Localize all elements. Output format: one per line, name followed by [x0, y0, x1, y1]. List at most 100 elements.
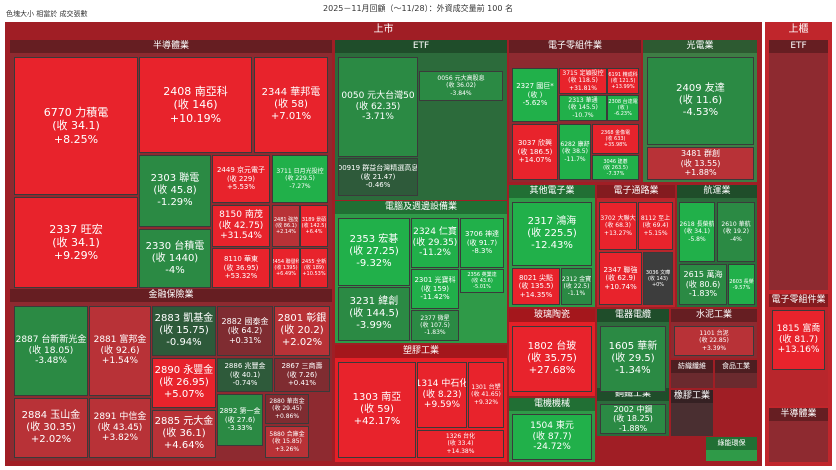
stock-cell[interactable]: 1326 台化 (收 33.4) +14.38% [417, 430, 504, 458]
stock-cell[interactable]: 2481 強茂 (收 86.1) +2.14% [272, 205, 300, 247]
stock-name-label: 3036 文曄 [645, 269, 671, 276]
stock-name-label: 1314 中石化 [417, 378, 467, 389]
stock-cell[interactable]: 2890 永豐金 (收 26.95) +5.07% [152, 358, 216, 408]
stock-cell[interactable]: 3046 建碁 (收 263.5) -7.37% [592, 155, 639, 180]
stock-cell[interactable]: 2347 聯強 (收 62.9) +10.74% [599, 252, 642, 305]
stock-change-label: +53.32% [224, 272, 258, 281]
stock-cell[interactable]: 00919 群益台灣精選高息 (收 21.47) -0.46% [338, 158, 418, 196]
stock-cell[interactable]: 2303 聯電 (收 45.8) -1.29% [139, 155, 211, 227]
stock-cell[interactable]: 2327 國巨* (收 ) -5.62% [512, 68, 558, 122]
stock-cell[interactable]: 2892 第一金 (收 27.6) -3.33% [217, 394, 263, 446]
stock-cell[interactable]: 6282 康舒 (收 38.5) -11.7% [559, 124, 591, 180]
stock-name-label: 2881 富邦金 [93, 334, 147, 345]
stock-cell[interactable]: 2882 國泰金 (收 64.2) +0.31% [217, 306, 273, 356]
stock-cell[interactable]: 1303 南亞 (收 59) +42.17% [338, 362, 416, 458]
stock-close-label: (收 ) [527, 90, 543, 99]
stock-cell[interactable]: 8112 至上 (收 69.4) +5.15% [638, 202, 673, 250]
stock-cell[interactable]: 2610 華航 (收 19.2) -4% [717, 202, 755, 262]
sector-box[interactable]: 橡膠工業 [671, 390, 713, 436]
stock-name-label: 2337 旺宏 [49, 222, 103, 236]
stock-cell[interactable]: 1504 東元 (收 87.7) -24.72% [512, 414, 592, 460]
sector-box[interactable]: 半導體業 [769, 408, 828, 462]
stock-cell[interactable]: 2356 英業達 (收 43.6) -5.01% [460, 269, 504, 293]
stock-cell[interactable]: 2885 元大金 (收 36.1) +4.64% [152, 410, 216, 458]
stock-cell[interactable]: 2887 台新新光金 (收 18.05) -3.48% [14, 306, 88, 396]
stock-cell[interactable]: 2408 南亞科 (收 146) +10.19% [139, 57, 252, 153]
stock-cell[interactable]: 2353 宏碁 (收 27.25) -9.32% [338, 218, 410, 286]
stock-name-label: 2377 微星 [420, 314, 450, 322]
stock-cell[interactable]: 2618 長榮航 (收 34.1) -5.8% [679, 202, 715, 262]
stock-cell[interactable]: 2344 華邦電 (收 58) +7.01% [254, 57, 328, 153]
stock-close-label: (收 15.75) [159, 325, 209, 336]
stock-cell[interactable]: 1815 富喬 (收 81.7) +13.16% [772, 310, 825, 370]
stock-cell[interactable]: 2313 華通 (收 145.5) -10.7% [559, 95, 607, 121]
stock-cell[interactable]: 2308 台達電 (收 ) -6.23% [607, 95, 639, 121]
stock-cell[interactable]: 2886 兆豐金 (收 40.1) -0.74% [217, 358, 273, 392]
stock-cell[interactable]: 3702 大聯大 (收 68.3) +13.27% [599, 202, 637, 250]
stock-cell[interactable]: 2615 萬海 (收 80.6) -1.83% [679, 264, 727, 305]
stock-cell[interactable]: 2002 中鋼 (收 18.25) -1.88% [600, 404, 666, 434]
stock-cell[interactable]: 2880 華南金 (收 29.45) +0.86% [265, 394, 309, 424]
stock-cell[interactable]: 1605 華新 (收 29.5) -1.34% [600, 326, 666, 392]
stock-cell[interactable]: 8110 華東 (收 36.95) +53.32% [212, 248, 270, 288]
stock-close-label: (收 29.45) [272, 405, 302, 413]
stock-cell[interactable]: 3231 緯創 (收 144.5) -3.99% [338, 287, 410, 341]
stock-cell[interactable]: 2317 鴻海 (收 225.5) -12.43% [512, 202, 592, 266]
stock-cell[interactable]: 1301 台塑 (收 41.65) +9.32% [468, 362, 504, 428]
sector-box[interactable]: 食品工業 [715, 360, 757, 388]
stock-cell[interactable]: 3706 神達 (收 91.7) -8.3% [460, 218, 504, 268]
stock-cell[interactable]: 3711 日月光投控 (收 229.5) -7.27% [272, 155, 328, 203]
stock-close-label: (收 27.25) [349, 246, 399, 257]
stock-change-label: -8.3% [471, 247, 493, 256]
stock-cell[interactable]: 3481 群創 (收 13.55) +1.88% [647, 147, 754, 180]
stock-cell[interactable]: 2603 長榮 -9.57% [728, 264, 755, 305]
stock-cell[interactable]: 1802 台玻 (收 35.75) +27.68% [512, 326, 592, 392]
stock-cell[interactable]: 2884 玉山金 (收 30.35) +2.02% [14, 398, 88, 458]
stock-name-label: 3706 神達 [464, 230, 500, 239]
stock-cell[interactable]: 2455 全新 (收 189) +10.53% [300, 248, 328, 288]
stock-cell[interactable]: 2449 京元電子 (收 229) +5.53% [212, 155, 270, 203]
stock-name-label: 3715 定穎投控 [562, 70, 604, 78]
stock-cell[interactable]: 2377 微星 (收 107.5) -1.83% [411, 310, 459, 341]
stock-cell[interactable]: 0056 元大高股息 (收 36.02) -3.84% [419, 71, 503, 101]
sector-label: 電腦及週邊設備業 [335, 201, 507, 214]
stock-cell[interactable]: 6770 力積電 (收 34.1) +8.25% [14, 57, 138, 195]
stock-cell[interactable]: 2891 中信金 (收 43.45) +3.82% [89, 398, 151, 458]
stock-cell[interactable]: 2312 金寶 (收 22.5) -1.1% [561, 268, 592, 305]
sector-box[interactable]: ETF [769, 40, 828, 290]
stock-name-label: 3481 群創 [681, 149, 720, 159]
stock-cell[interactable]: 0050 元大台灣50 (收 62.35) -3.71% [338, 57, 418, 157]
sector-box[interactable]: 綠能環保 [706, 437, 757, 461]
stock-name-label: 2368 金像電 [600, 130, 631, 136]
stock-cell[interactable]: 2337 旺宏 (收 34.1) +9.29% [14, 197, 138, 288]
stock-name-label: 2449 京元電子 [216, 166, 266, 175]
stock-change-label: +9.29% [53, 249, 99, 263]
stock-cell[interactable]: 6191 精成科 (收 121.5) +13.99% [607, 68, 639, 94]
stock-cell[interactable]: 2301 光寶科 (收 159) -11.42% [411, 269, 459, 309]
stock-cell[interactable]: 2867 三商壽 (收 7.26) +0.41% [274, 358, 330, 392]
stock-cell[interactable]: 8021 尖點 (收 135.5) +14.35% [512, 268, 560, 305]
stock-cell[interactable]: 8150 南茂 (收 42.75) +31.54% [212, 205, 270, 247]
stock-change-label: -7.37% [606, 170, 625, 177]
stock-cell[interactable]: 1314 中石化 (收 8.23) +9.59% [417, 362, 467, 428]
stock-cell[interactable]: 5880 合庫金 (收 15.85) +3.26% [265, 426, 309, 458]
sector-label: 半導體業 [769, 408, 828, 421]
stock-cell[interactable]: 2368 金像電 (收 633) +35.98% [592, 124, 639, 154]
stock-close-label: (收 43.45) [97, 422, 143, 433]
sector-box[interactable]: 紡織纖維 [671, 360, 713, 388]
stock-cell[interactable]: 2801 彰銀 (收 20.2) +2.02% [274, 306, 330, 356]
stock-close-label: (收 40.1) [229, 370, 261, 379]
stock-cell[interactable]: 2409 友達 (收 11.6) -4.53% [647, 57, 754, 145]
stock-cell[interactable]: 2324 仁寶 (收 29.35) -11.2% [411, 218, 459, 268]
stock-cell[interactable]: 3189 景碩 (收 142.5) +6.4% [300, 205, 328, 247]
stock-cell[interactable]: 1101 台泥 (收 22.85) +3.39% [674, 326, 754, 356]
stock-cell[interactable]: 2454 聯發科 (收 1395) +6.49% [272, 248, 300, 288]
stock-cell[interactable]: 3036 文曄 (收 143) +0% [643, 252, 673, 305]
stock-cell[interactable]: 2883 凱基金 (收 15.75) -0.94% [152, 306, 216, 356]
stock-cell[interactable]: 2881 富邦金 (收 92.6) +1.54% [89, 306, 151, 396]
stock-change-label: -0.94% [166, 337, 202, 348]
stock-cell[interactable]: 2330 台積電 (收 1440) -4% [139, 229, 211, 288]
stock-cell[interactable]: 3037 欣興 (收 186.5) +14.07% [512, 124, 558, 180]
stock-close-label: (收 263.5) [603, 164, 628, 171]
stock-cell[interactable]: 3715 定穎投控 (收 118.5) +31.81% [559, 68, 607, 94]
